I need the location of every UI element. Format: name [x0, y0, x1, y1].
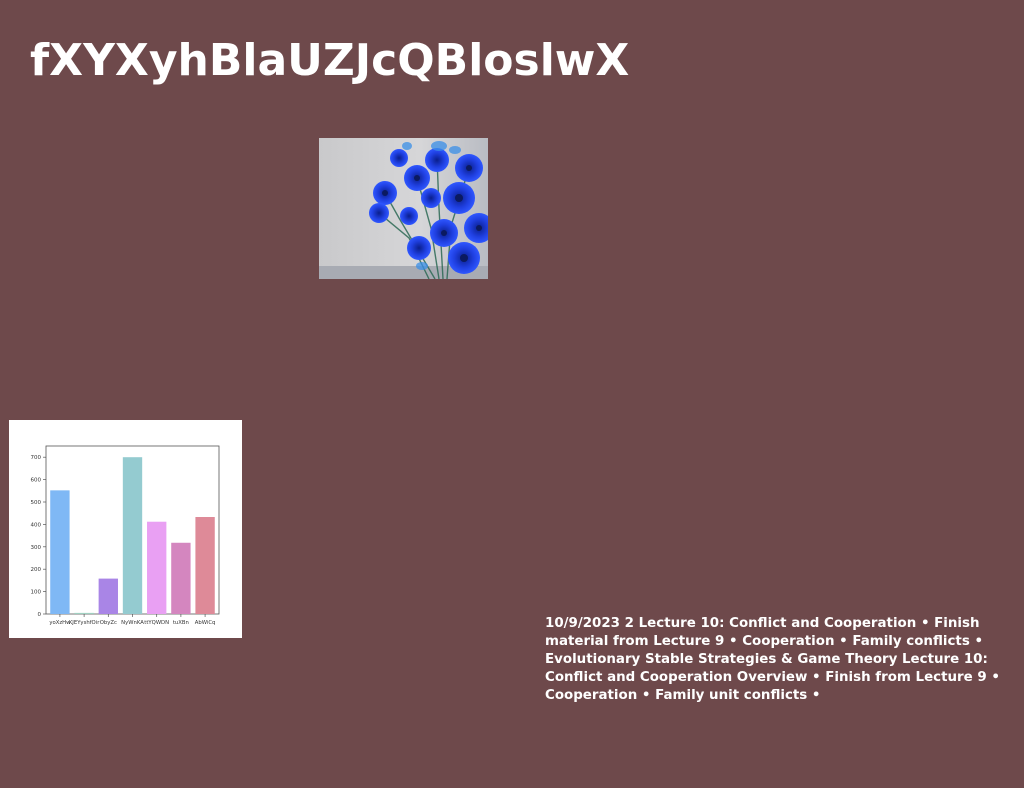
y-tick-label: 600 — [31, 478, 42, 484]
x-tick-label: KJEYyshfOir — [69, 620, 100, 626]
page-title: fXYXyhBlaUZJcQBloslwX — [30, 35, 630, 86]
x-tick-label: yoXzHw — [49, 620, 71, 626]
lecture-text: 10/9/2023 2 Lecture 10: Conflict and Coo… — [545, 616, 1000, 703]
x-tick-label: NyWnKA — [121, 620, 144, 626]
y-tick-label: 400 — [31, 522, 42, 528]
bar-ObyZc — [98, 578, 118, 614]
y-axis: 0 100 200 300 400 500 600 700 — [31, 455, 46, 618]
bar-tuXBn — [171, 542, 191, 614]
flowers-image — [319, 138, 488, 279]
y-tick-label: 0 — [38, 612, 42, 618]
x-tick-label: AbWiCq — [195, 620, 216, 626]
y-tick-label: 300 — [31, 545, 42, 551]
x-tick-label: ObyZc — [100, 620, 117, 626]
bar-AbWiCq — [195, 517, 215, 614]
y-tick-label: 500 — [31, 500, 42, 506]
bar-NyWnKA — [122, 457, 143, 614]
bar-chart: 0 100 200 300 400 500 600 700 yoXzHwKJEYyshfOir… — [31, 445, 220, 626]
x-tick-label: tuXBn — [173, 620, 189, 626]
x-tick-label: ttYQWDN — [144, 620, 169, 626]
y-tick-label: 700 — [31, 455, 42, 461]
bar-chart-card: 0 100 200 300 400 500 600 700 yoXzHw KJEYyshfOir… — [9, 420, 242, 638]
bar-KJEYyshfOir — [74, 612, 94, 614]
bar-ttYQWDN — [147, 521, 167, 614]
flowers-photo — [319, 138, 488, 279]
y-tick-label: 200 — [31, 567, 42, 573]
bar-yoXzHw — [50, 490, 70, 614]
y-tick-label: 100 — [31, 590, 42, 596]
bars — [50, 457, 215, 614]
